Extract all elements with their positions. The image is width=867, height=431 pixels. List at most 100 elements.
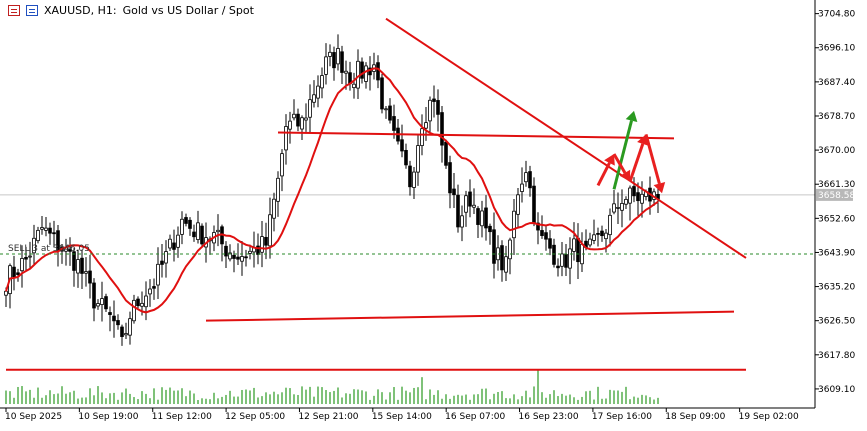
candle-body	[320, 75, 324, 89]
candle-body	[516, 194, 520, 215]
candle-body	[20, 258, 24, 272]
candle-body	[88, 270, 92, 284]
candle-body	[640, 193, 644, 204]
candle-body	[388, 105, 392, 121]
candle-body	[216, 229, 220, 233]
candle-body	[156, 263, 160, 286]
candle-body	[500, 245, 504, 271]
arrow-shaft	[612, 153, 627, 174]
candle-body	[476, 208, 480, 225]
x-tick-label: 11 Sep 12:00	[152, 412, 212, 422]
candle-body	[144, 295, 148, 308]
candle-body	[196, 222, 200, 240]
candle-body	[568, 248, 572, 269]
y-tick-label: 3652.60	[818, 214, 855, 224]
candle-body	[392, 116, 396, 131]
moving-average-line	[5, 67, 659, 314]
ohlc-bars-icon[interactable]	[8, 5, 20, 16]
y-tick-label: 3670.00	[818, 146, 855, 156]
trendline	[385, 17, 747, 259]
candle-body	[132, 299, 136, 322]
candle-body	[124, 333, 128, 336]
candle-body	[200, 225, 204, 245]
x-tick-label: 17 Sep 16:00	[592, 412, 652, 422]
candle-body	[32, 237, 36, 254]
candle-body	[600, 230, 604, 237]
candle-body	[636, 192, 640, 202]
trendlines[interactable]	[6, 17, 747, 371]
arrow-shaft	[628, 143, 645, 182]
candle-body	[460, 215, 464, 228]
candle-body	[512, 210, 516, 239]
candle-body	[588, 238, 592, 246]
candle-body	[36, 229, 40, 242]
candle-body	[492, 229, 496, 264]
candle-body	[560, 253, 564, 267]
arrows[interactable]	[596, 110, 666, 194]
candle-body	[452, 188, 456, 196]
candle-body	[576, 237, 580, 263]
y-tick-label: 3687.40	[818, 78, 855, 88]
x-tick-label: 16 Sep 23:00	[519, 412, 579, 422]
candle-body	[240, 256, 244, 262]
chart-header: XAUUSD, H1: Gold vs US Dollar / Spot	[8, 4, 254, 17]
x-tick-label: 16 Sep 07:00	[445, 412, 505, 422]
candle-body	[548, 238, 552, 249]
candle-body	[564, 254, 568, 268]
x-tick-label: 18 Sep 09:00	[665, 412, 725, 422]
candle-body	[328, 51, 332, 57]
arrow-shaft	[644, 134, 661, 184]
price-type-icon[interactable]	[26, 5, 38, 16]
candle-body	[352, 83, 356, 89]
x-tick-label: 15 Sep 14:00	[372, 412, 432, 422]
candle-body	[148, 288, 152, 295]
candle-body	[260, 236, 264, 253]
candle-body	[356, 60, 360, 89]
candle-body	[184, 217, 188, 224]
arrow-shaft	[612, 120, 633, 190]
trade-label: SELL 3 at 3646.05	[8, 244, 90, 254]
candle-body	[24, 256, 28, 260]
axes	[0, 0, 816, 409]
candle-body	[416, 145, 420, 173]
candle-body	[556, 265, 560, 269]
candle-body	[464, 195, 468, 213]
candle-body	[336, 48, 340, 65]
y-tick-label: 3609.10	[818, 385, 855, 395]
candle-body	[324, 56, 328, 75]
candle-body	[488, 225, 492, 233]
candle-body	[40, 227, 44, 230]
current-price-box-bg	[816, 188, 853, 201]
candle-body	[224, 245, 228, 257]
candle-body	[80, 257, 84, 274]
candle-body	[116, 320, 120, 326]
y-tick-label: 3635.20	[818, 283, 855, 293]
candle-body	[540, 230, 544, 236]
candle-body	[536, 222, 540, 231]
candle-body	[152, 286, 156, 289]
candle-body	[400, 139, 404, 152]
candle-body	[408, 165, 412, 188]
candle-body	[244, 256, 248, 259]
candle-body	[468, 191, 472, 207]
current-price-box: 3658.58	[816, 188, 855, 201]
candle-body	[596, 232, 600, 235]
candle-body	[628, 187, 632, 204]
candle-body	[472, 204, 476, 208]
candle-body	[524, 172, 528, 183]
candle-body	[632, 186, 636, 197]
candle-body	[188, 219, 192, 229]
arrow-head	[625, 110, 638, 123]
candle-body	[300, 117, 304, 130]
candle-body	[612, 203, 616, 213]
candle-body	[236, 256, 240, 260]
candle-body	[480, 210, 484, 227]
candle-body	[440, 112, 444, 146]
y-tick-label: 3661.30	[818, 180, 855, 190]
candle-body	[192, 231, 196, 238]
candle-body	[72, 251, 76, 271]
arrow-shaft	[596, 162, 611, 187]
volume-bars	[5, 369, 659, 404]
